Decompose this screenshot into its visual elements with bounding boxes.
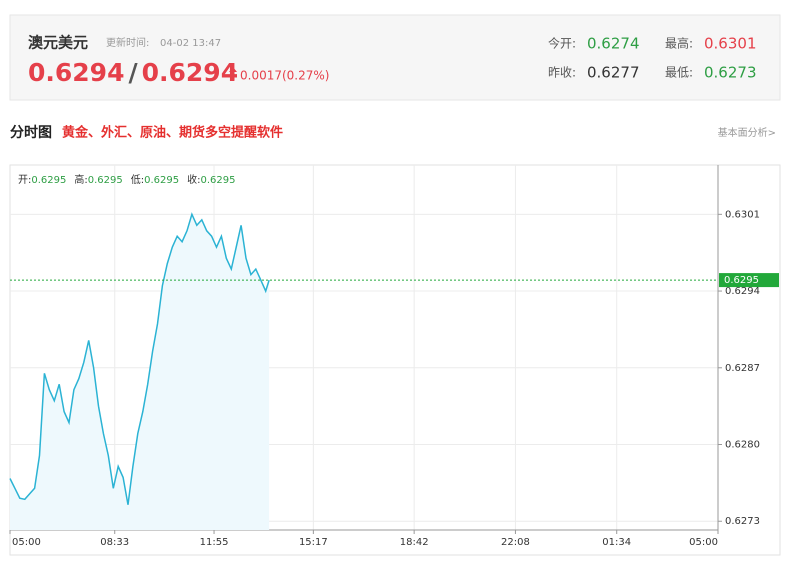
price: 0.6294/0.6294 [28, 58, 238, 87]
instrument-name: 澳元美元 [28, 34, 88, 52]
section-title: 分时图 [10, 124, 52, 141]
info-value: 0.6295 [31, 175, 66, 186]
x-tick-label: 15:17 [299, 537, 328, 548]
info-value: 0.6295 [144, 175, 179, 186]
ask: 0.6294 [142, 58, 238, 87]
x-tick-label: 05:00 [689, 537, 718, 548]
x-tick-label: 11:55 [200, 537, 229, 548]
stat-value: 0.6301 [704, 35, 757, 53]
stat-label: 昨收: [548, 66, 576, 80]
update-time: 04-02 13:47 [160, 38, 221, 49]
y-tick-label: 0.6294 [725, 286, 760, 297]
last-price-box [719, 273, 779, 288]
x-tick-label: 18:42 [400, 537, 429, 548]
up-arrow [229, 67, 237, 80]
y-tick-label: 0.6287 [725, 363, 760, 374]
stat-label: 最低: [665, 66, 693, 80]
y-tick-label: 0.6280 [725, 440, 760, 451]
change: 0.0017(0.27%) [240, 69, 329, 83]
info-label: 高: [74, 173, 87, 186]
info-value: 0.6295 [88, 175, 123, 186]
bid: 0.6294 [28, 58, 124, 87]
info-value: 0.6295 [201, 175, 236, 186]
x-tick-label: 22:08 [501, 537, 530, 548]
stats: 今开: 0.6274 最高: 0.6301 昨收: 0.6277 最低: 0.6273 [548, 35, 757, 82]
area-fill [10, 214, 270, 531]
price-line [9, 212, 270, 505]
y-tick-label: 0.6273 [725, 516, 760, 527]
plot: 0.6273 0.6280 0.6287 0.6294 0.6301 05:00 08:33… [9, 165, 779, 548]
stat-label: 最高: [665, 36, 693, 51]
stat-value: 0.6277 [587, 64, 640, 82]
stat-value: 0.6273 [704, 64, 757, 82]
stat-value: 0.6274 [587, 35, 640, 53]
info-label: 收: [187, 173, 200, 186]
x-tick-label: 05:00 [12, 537, 41, 548]
last-price-label: 0.6295 [724, 275, 759, 286]
stat-label: 今开: [548, 36, 576, 51]
x-tick-label: 08:33 [100, 537, 129, 548]
update-label: 更新时间: [106, 36, 149, 49]
separator: / [128, 58, 138, 87]
promo-link[interactable]: 黄金、外汇、原油、期货多空提醒软件 [62, 125, 283, 141]
analysis-link[interactable]: 基本面分析> [718, 126, 776, 139]
x-tick-label: 01:34 [602, 537, 631, 548]
y-tick-label: 0.6301 [725, 209, 760, 220]
quote-panel [9, 14, 781, 101]
info-label: 开: [18, 175, 31, 186]
info-label: 低: [131, 173, 144, 186]
ohlc-info: 开:0.6295 高:0.6295 低:0.6295 收:0.6295 [18, 173, 236, 186]
